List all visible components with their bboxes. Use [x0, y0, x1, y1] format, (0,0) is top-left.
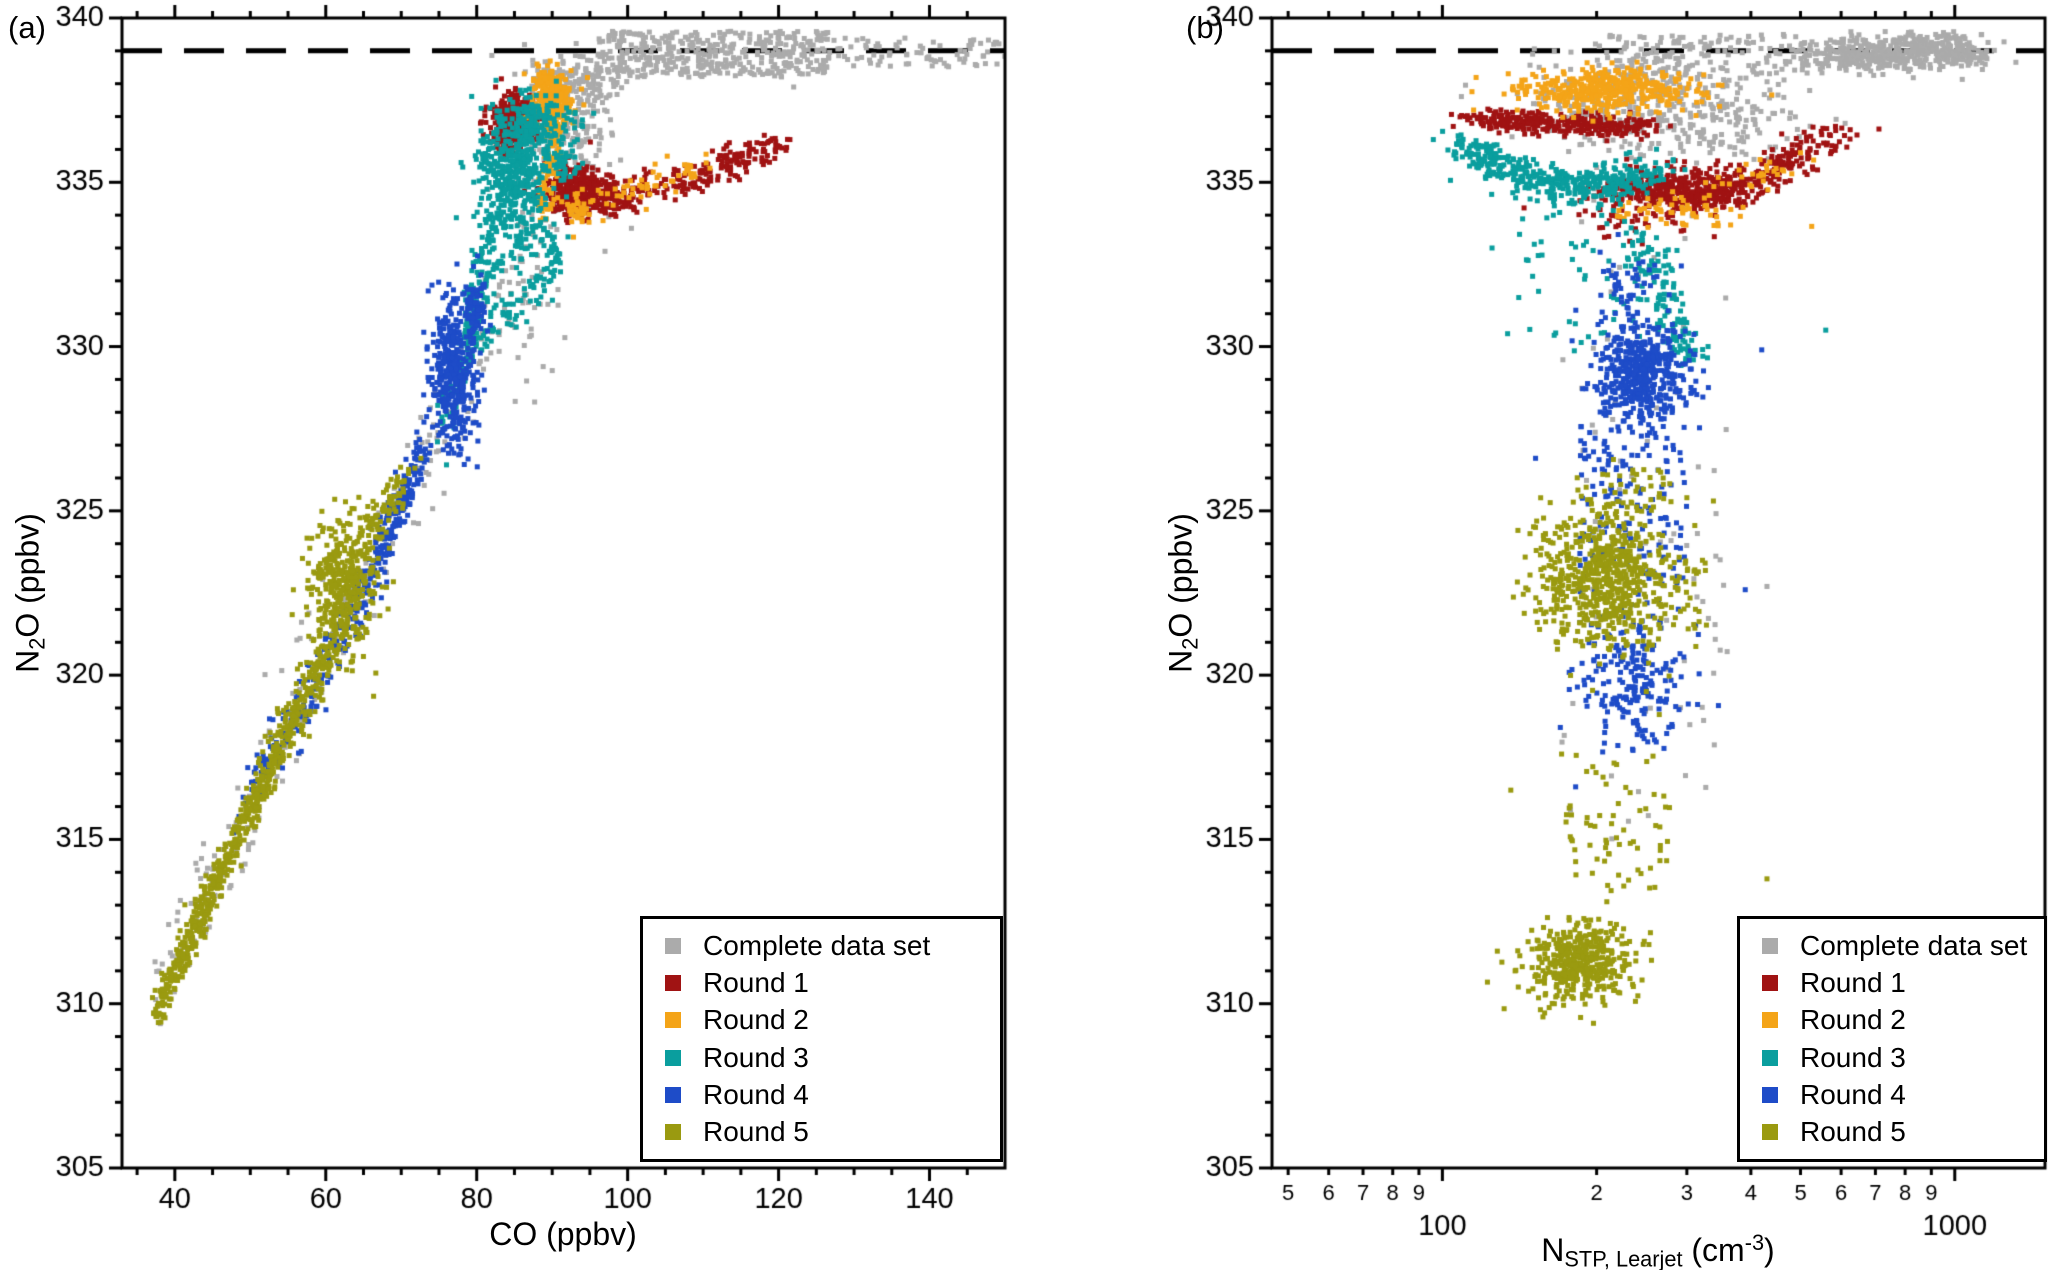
legend-label: Complete data set [703, 930, 931, 962]
panel-a-label: (a) [8, 10, 46, 45]
legend-marker-swatch [665, 1086, 681, 1103]
panel-a-y-axis-title: N2O (ppbv) [10, 513, 51, 673]
panel-a-legend: Complete data set Round 1 Round 2 Round 3 Ro… [640, 916, 1003, 1162]
legend-item-round-2: Round 2 [665, 1004, 992, 1036]
legend-marker-swatch [665, 938, 681, 955]
axis-title-segment: O (ppbv) [1162, 513, 1199, 638]
legend-label: Round 5 [703, 1115, 809, 1147]
axis-title-segment: CO (ppbv) [489, 1216, 637, 1252]
legend-label: Round 5 [1800, 1115, 1906, 1147]
axis-title-segment: ) [1764, 1231, 1775, 1268]
panel-b-x-axis-title: NSTP, Learjet (cm-3) [1541, 1230, 1774, 1270]
legend-label: Round 1 [1800, 967, 1906, 999]
axis-title-segment: O (ppbv) [9, 513, 46, 638]
axis-title-segment: (cm [1682, 1231, 1745, 1268]
legend-item-round-5: Round 5 [1762, 1116, 2036, 1148]
axis-title-segment: N [1541, 1231, 1565, 1268]
legend-marker-swatch [665, 975, 681, 992]
legend-marker-swatch [1762, 938, 1778, 955]
axis-title-segment: -3 [1744, 1230, 1765, 1255]
legend-item-round-1: Round 1 [665, 967, 992, 999]
legend-marker-swatch [1762, 1012, 1778, 1029]
legend-marker-swatch [665, 1123, 681, 1140]
legend-marker-swatch [665, 1012, 681, 1029]
axis-title-segment: N [9, 649, 46, 673]
legend-label: Round 3 [703, 1041, 809, 1073]
axis-title-segment: 2 [1177, 637, 1203, 650]
legend-item-round-3: Round 3 [1762, 1042, 2036, 1074]
legend-label: Round 2 [1800, 1004, 1906, 1036]
legend-marker-swatch [1762, 1123, 1778, 1140]
legend-item-round-1: Round 1 [1762, 967, 2036, 999]
legend-item-round-4: Round 4 [1762, 1079, 2036, 1111]
axis-title-segment: N [1162, 649, 1199, 673]
legend-label: Round 4 [703, 1078, 809, 1110]
panel-b-y-axis-title: N2O (ppbv) [1163, 513, 1204, 673]
legend-label: Round 3 [1800, 1041, 1906, 1073]
legend-marker-swatch [1762, 975, 1778, 992]
legend-label: Round 2 [703, 1004, 809, 1036]
legend-item-round-3: Round 3 [665, 1042, 992, 1074]
legend-item-round-2: Round 2 [1762, 1004, 2036, 1036]
legend-item-round-4: Round 4 [665, 1079, 992, 1111]
axis-title-segment: STP, Learjet [1564, 1246, 1683, 1270]
legend-item-round-5: Round 5 [665, 1116, 992, 1148]
panel-a-x-axis-title: CO (ppbv) [489, 1216, 637, 1253]
axis-title-segment: 2 [24, 637, 50, 650]
legend-marker-swatch [665, 1049, 681, 1066]
panel-b-label: (b) [1186, 10, 1224, 45]
panel-b-legend: Complete data set Round 1 Round 2 Round 3 Ro… [1737, 916, 2047, 1162]
legend-marker-swatch [1762, 1049, 1778, 1066]
legend-item-complete-data-set: Complete data set [665, 930, 992, 962]
legend-label: Complete data set [1800, 930, 2028, 962]
legend-label: Round 1 [703, 967, 809, 999]
legend-marker-swatch [1762, 1086, 1778, 1103]
legend-item-complete-data-set: Complete data set [1762, 930, 2036, 962]
legend-label: Round 4 [1800, 1078, 1906, 1110]
